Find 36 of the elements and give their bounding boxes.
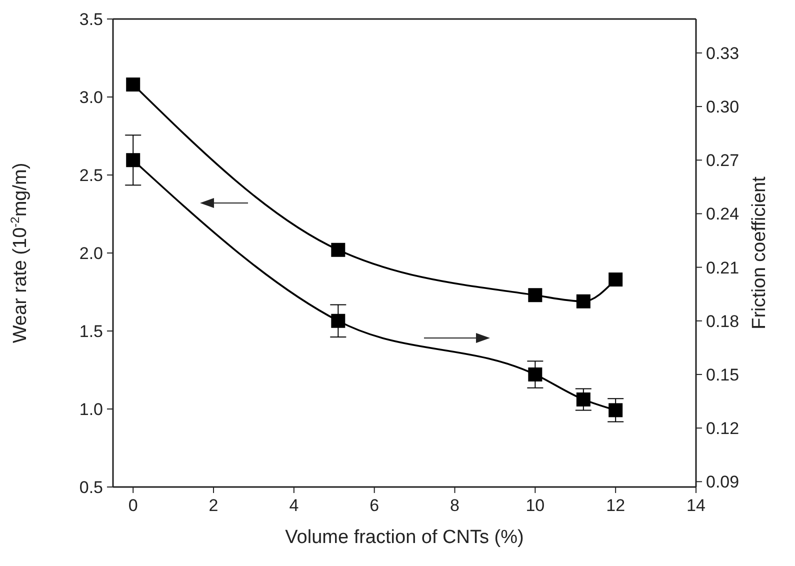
point xyxy=(528,367,542,382)
point xyxy=(528,288,542,302)
x-axis-title: Volume fraction of CNTs (%) xyxy=(285,527,524,548)
y-tick-label: 3.0 xyxy=(79,88,103,108)
point xyxy=(576,294,590,308)
x-tick-label: 2 xyxy=(208,496,218,516)
y-tick-label: 3.5 xyxy=(79,10,103,30)
point xyxy=(331,314,346,328)
y2-tick-label: 0.12 xyxy=(706,419,740,438)
y2-tick-label: 0.21 xyxy=(706,258,740,278)
y-tick-label: 1.0 xyxy=(79,400,103,420)
point xyxy=(608,403,623,418)
y2-tick-label: 0.09 xyxy=(706,472,740,492)
x-tick-label: 6 xyxy=(370,496,380,516)
x-tick-label: 10 xyxy=(526,496,545,516)
point xyxy=(576,392,590,406)
y2-tick-label: 0.33 xyxy=(706,44,740,63)
point xyxy=(126,78,140,92)
y-tick-label: 2.0 xyxy=(79,244,103,264)
x-tick-label: 0 xyxy=(128,496,138,516)
y2-tick-label: 0.18 xyxy=(706,312,740,331)
x-tick-label: 4 xyxy=(289,496,299,516)
point xyxy=(126,153,140,168)
point xyxy=(608,272,623,287)
y-tick-label: 1.5 xyxy=(79,322,103,342)
y-tick-label: 2.5 xyxy=(79,166,103,186)
x-tick-label: 14 xyxy=(686,496,706,516)
x-tick-label: 8 xyxy=(450,496,460,516)
y2-tick-label: 0.15 xyxy=(706,366,740,384)
point xyxy=(331,242,346,257)
y-tick-label: 0.5 xyxy=(79,478,103,498)
y2-axis-title: Friction coefficient xyxy=(749,176,770,330)
x-tick-label: 12 xyxy=(606,496,626,516)
y2-tick-label: 0.24 xyxy=(706,204,740,224)
y2-tick-label: 0.30 xyxy=(706,98,740,117)
y2-tick-label: 0.27 xyxy=(706,151,740,170)
